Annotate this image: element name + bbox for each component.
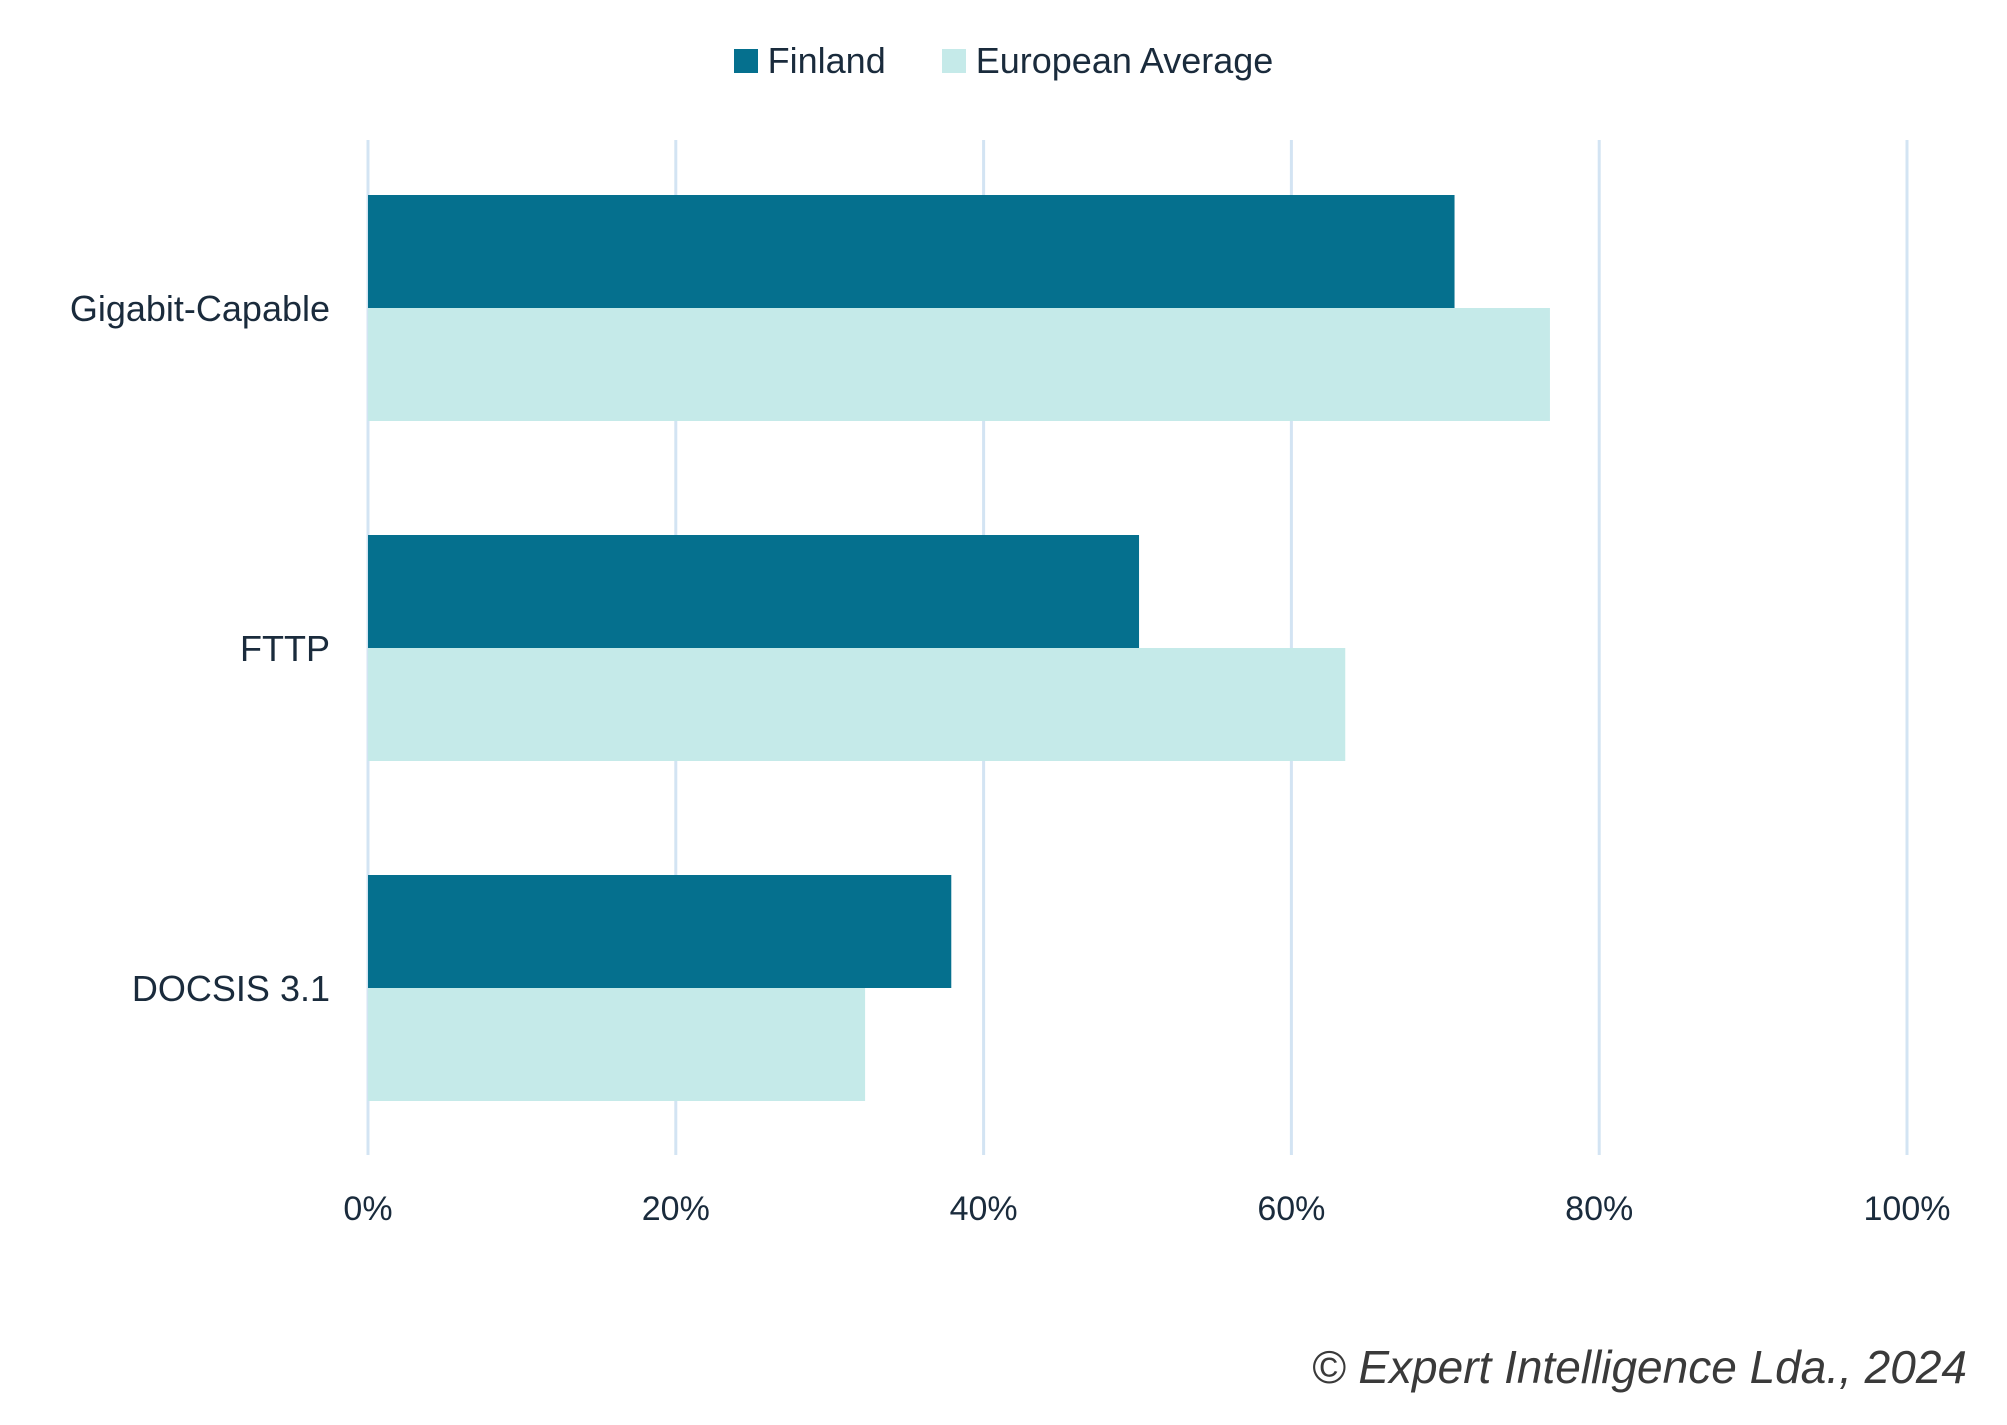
bar-finland-docsis-3-1 xyxy=(368,875,952,988)
legend-swatch-finland xyxy=(733,49,758,73)
x-tick-label: 100% xyxy=(1864,1190,1951,1228)
legend-item-european-average: European Average xyxy=(941,40,1274,82)
bar-european-average-fttp xyxy=(368,648,1346,761)
bar-european-average-gigabit-capable xyxy=(368,308,1550,421)
legend-label-finland: Finland xyxy=(767,40,886,81)
bar-european-average-docsis-3-1 xyxy=(368,988,866,1101)
legend-label-european-average: European Average xyxy=(975,40,1274,81)
legend: Finland European Average xyxy=(0,40,2007,82)
x-tick-label: 40% xyxy=(950,1190,1018,1228)
legend-swatch-european-average xyxy=(941,49,966,73)
x-tick-label: 60% xyxy=(1257,1190,1325,1228)
x-tick-label: 20% xyxy=(642,1190,710,1228)
x-tick-label: 0% xyxy=(343,1190,392,1228)
copyright-text: © Expert Intelligence Lda., 2024 xyxy=(1311,1341,1967,1393)
x-tick-label: 80% xyxy=(1565,1190,1633,1228)
legend-item-finland: Finland xyxy=(733,40,886,82)
category-label: FTTP xyxy=(240,628,330,669)
category-label: Gigabit-Capable xyxy=(70,288,330,329)
category-label: DOCSIS 3.1 xyxy=(132,968,330,1009)
bar-finland-gigabit-capable xyxy=(368,195,1455,308)
bar-finland-fttp xyxy=(368,535,1140,648)
